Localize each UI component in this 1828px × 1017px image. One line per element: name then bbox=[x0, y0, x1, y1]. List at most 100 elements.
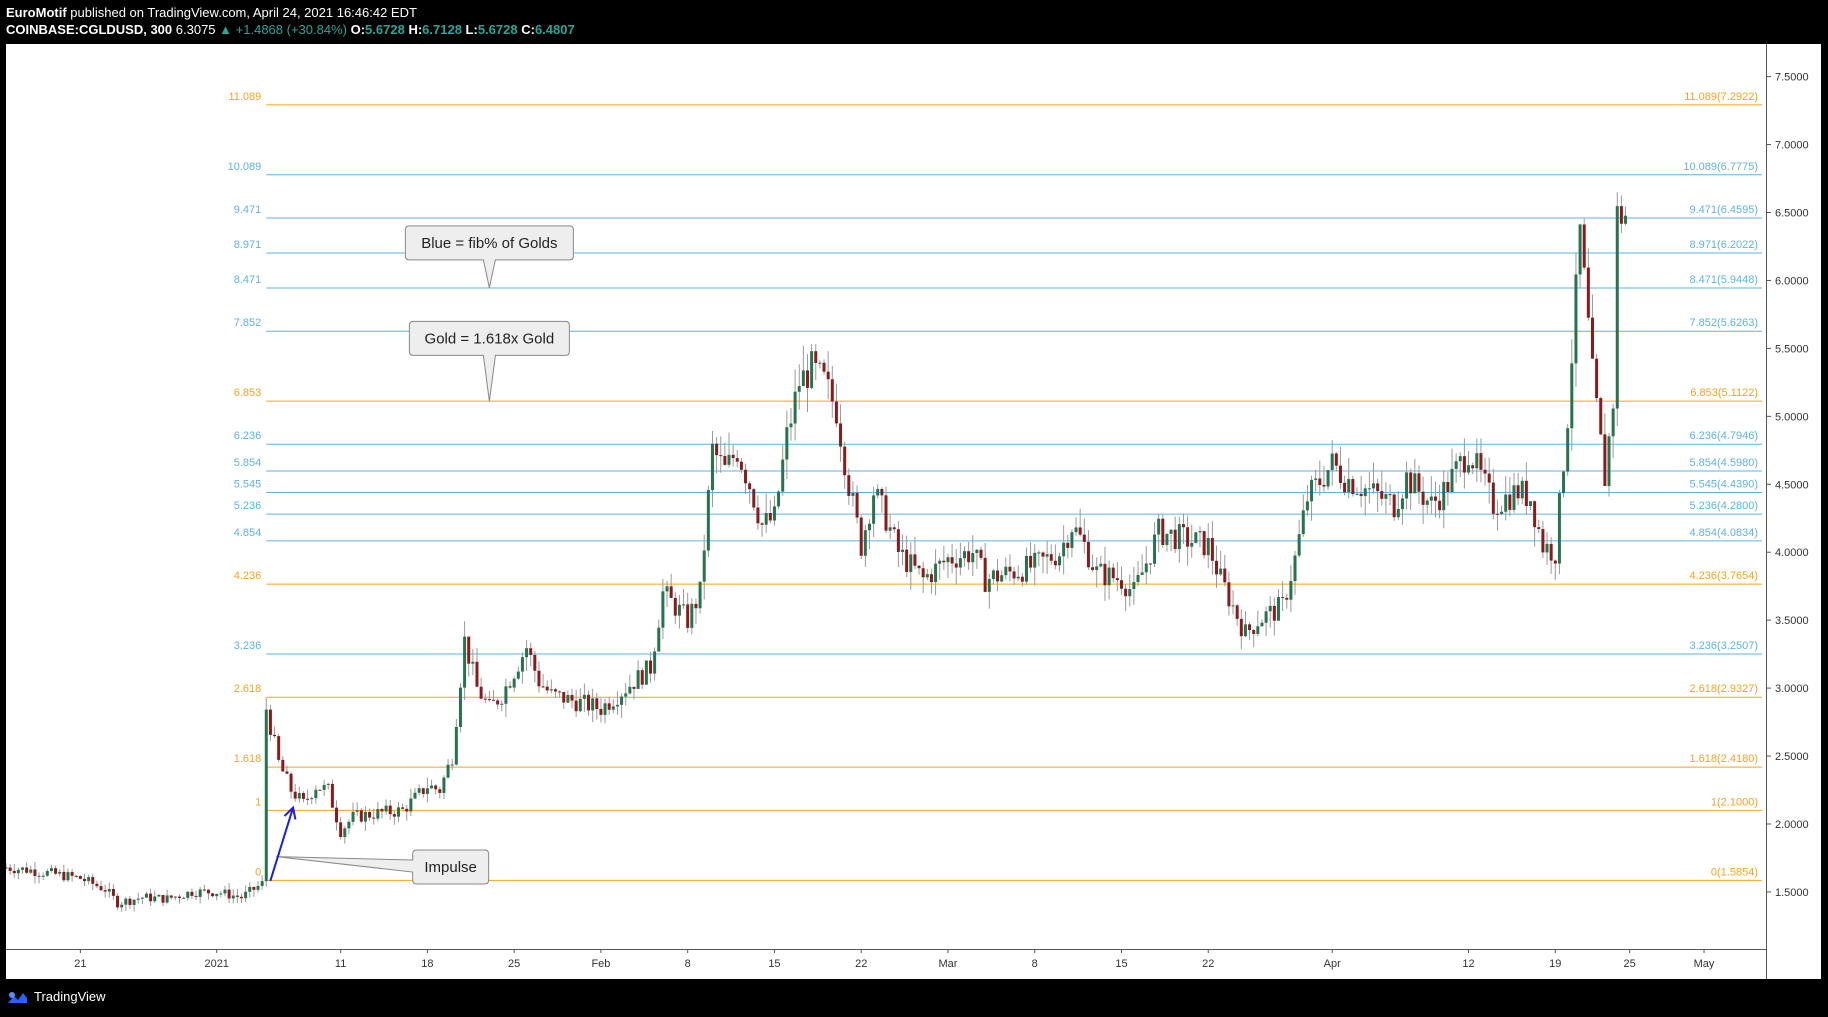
candle-body bbox=[591, 698, 595, 711]
candle-body bbox=[103, 890, 107, 892]
candle-body bbox=[710, 443, 714, 491]
tradingview-cloud-icon bbox=[8, 991, 27, 1003]
candle-body bbox=[1545, 543, 1549, 553]
candle-body bbox=[1115, 578, 1119, 581]
candle-body bbox=[686, 604, 690, 628]
candle-body bbox=[1347, 479, 1351, 493]
candle-body bbox=[442, 777, 446, 793]
fib-level-price-label: 10.089(6.7775) bbox=[1683, 161, 1758, 173]
last-price: 6.3075 bbox=[175, 22, 216, 37]
candle-body bbox=[347, 821, 351, 829]
candle-body bbox=[198, 889, 202, 897]
candle-body bbox=[252, 886, 256, 890]
candle-body bbox=[1351, 479, 1355, 495]
candle-body bbox=[888, 527, 892, 531]
candle-body bbox=[615, 704, 619, 707]
fib-level-price-label: 4.236(3.7654) bbox=[1690, 570, 1759, 582]
price-chart[interactable]: 7.5000 7.0000 6.5000 6.0000 5.5000 5.0000 4.50… bbox=[6, 44, 1821, 979]
candle-body bbox=[1198, 531, 1202, 533]
chart-area[interactable]: 7.5000 7.0000 6.5000 6.0000 5.5000 5.0000 4.50… bbox=[6, 44, 1821, 979]
candle-body bbox=[644, 660, 648, 685]
candle-body bbox=[1281, 597, 1285, 599]
time-tick-label: 8 bbox=[1032, 958, 1038, 970]
symbol-name[interactable]: COINBASE:CGLDUSD, 300 bbox=[6, 22, 173, 37]
candle-body bbox=[991, 570, 995, 580]
candle-body bbox=[772, 506, 776, 521]
candle-body bbox=[401, 807, 405, 809]
candle-body bbox=[549, 689, 553, 691]
fib-level-price-label: 8.971(6.2022) bbox=[1690, 239, 1759, 251]
fib-level-price-label: 7.852(5.6263) bbox=[1690, 317, 1759, 329]
candle-body bbox=[1008, 566, 1012, 572]
candle-body bbox=[132, 899, 136, 905]
price-tick-label: 5.5000 bbox=[1775, 343, 1809, 355]
candle-body bbox=[867, 523, 871, 531]
candle-body bbox=[1504, 494, 1508, 512]
candle-body bbox=[169, 895, 173, 898]
candle-body bbox=[326, 783, 330, 785]
candle-body bbox=[983, 557, 987, 592]
candle-body bbox=[925, 574, 929, 578]
candle-body bbox=[1624, 215, 1628, 224]
price-axis[interactable]: 7.5000 7.0000 6.5000 6.0000 5.5000 5.0000 4.50… bbox=[1766, 44, 1821, 979]
candle-body bbox=[1144, 563, 1148, 573]
fib-level-ratio-label: 1.618 bbox=[234, 753, 262, 765]
candle-body bbox=[653, 651, 657, 674]
impulse-arrow[interactable] bbox=[269, 805, 297, 882]
candle-body bbox=[789, 423, 793, 428]
candle-body bbox=[1483, 469, 1487, 474]
candle-body bbox=[1239, 618, 1243, 637]
candle-body bbox=[49, 868, 53, 871]
candle-body bbox=[1363, 488, 1367, 497]
candle-body bbox=[661, 591, 665, 628]
price-tick-label: 3.5000 bbox=[1775, 615, 1809, 627]
candle-body bbox=[1471, 465, 1475, 469]
candle-body bbox=[496, 700, 500, 705]
candle-body bbox=[574, 700, 578, 712]
candle-body bbox=[620, 696, 624, 705]
candle-body bbox=[384, 805, 388, 812]
candle-body bbox=[1000, 575, 1004, 582]
candle-body bbox=[1318, 478, 1322, 485]
fib-level-ratio-label: 11.089 bbox=[228, 91, 261, 103]
candle-body bbox=[1578, 224, 1582, 275]
annotations[interactable]: Blue = fib% of Golds Gold = 1.618x Gold Im… bbox=[269, 225, 574, 885]
candle-body bbox=[413, 792, 417, 799]
candle-body bbox=[677, 604, 681, 616]
callout-impulse[interactable]: Impulse bbox=[276, 849, 490, 885]
candle-body bbox=[1595, 358, 1599, 399]
close-value: 6.4807 bbox=[534, 22, 575, 37]
callout-bubble[interactable] bbox=[408, 320, 570, 402]
callout-blue-fib[interactable]: Blue = fib% of Golds bbox=[404, 225, 574, 289]
publisher-name[interactable]: EuroMotif bbox=[6, 5, 67, 20]
candle-body bbox=[1264, 611, 1268, 623]
candle-body bbox=[58, 871, 62, 874]
callout-gold-fib[interactable]: Gold = 1.618x Gold bbox=[408, 320, 570, 402]
candle-body bbox=[211, 893, 215, 897]
publish-info: EuroMotif published on TradingView.com, … bbox=[6, 5, 417, 20]
candle-body bbox=[1512, 485, 1516, 510]
candle-body bbox=[438, 789, 442, 793]
candle-body bbox=[124, 898, 128, 905]
callout-bubble[interactable] bbox=[404, 225, 574, 289]
candle-body bbox=[768, 513, 772, 521]
fib-level-ratio-label: 0 bbox=[255, 866, 261, 878]
candle-body bbox=[735, 458, 739, 462]
time-axis[interactable]: 21 2021 11 18 25 Feb 8 15 22 Mar 8 15 22 Apr 12 19 25 May bbox=[6, 949, 1766, 970]
candle-body bbox=[537, 670, 541, 687]
candle-body bbox=[777, 491, 781, 507]
candle-body bbox=[409, 798, 413, 812]
candle-body bbox=[165, 895, 169, 903]
candle-body bbox=[962, 551, 966, 559]
candle-body bbox=[512, 678, 516, 688]
candle-body bbox=[1529, 501, 1533, 507]
fib-level-ratio-label: 5.236 bbox=[234, 500, 262, 512]
candle-body bbox=[227, 889, 231, 899]
candle-body bbox=[1615, 206, 1619, 409]
candle-body bbox=[1334, 453, 1338, 466]
callout-bubble[interactable] bbox=[276, 849, 490, 885]
candle-body bbox=[1343, 482, 1347, 493]
fibonacci-extension[interactable]: 11.089 11.089(7.2922) 10.089 10.089(6.7775)… bbox=[228, 91, 1762, 881]
tradingview-logo[interactable]: TradingView bbox=[6, 989, 106, 1004]
candle-body bbox=[917, 565, 921, 569]
